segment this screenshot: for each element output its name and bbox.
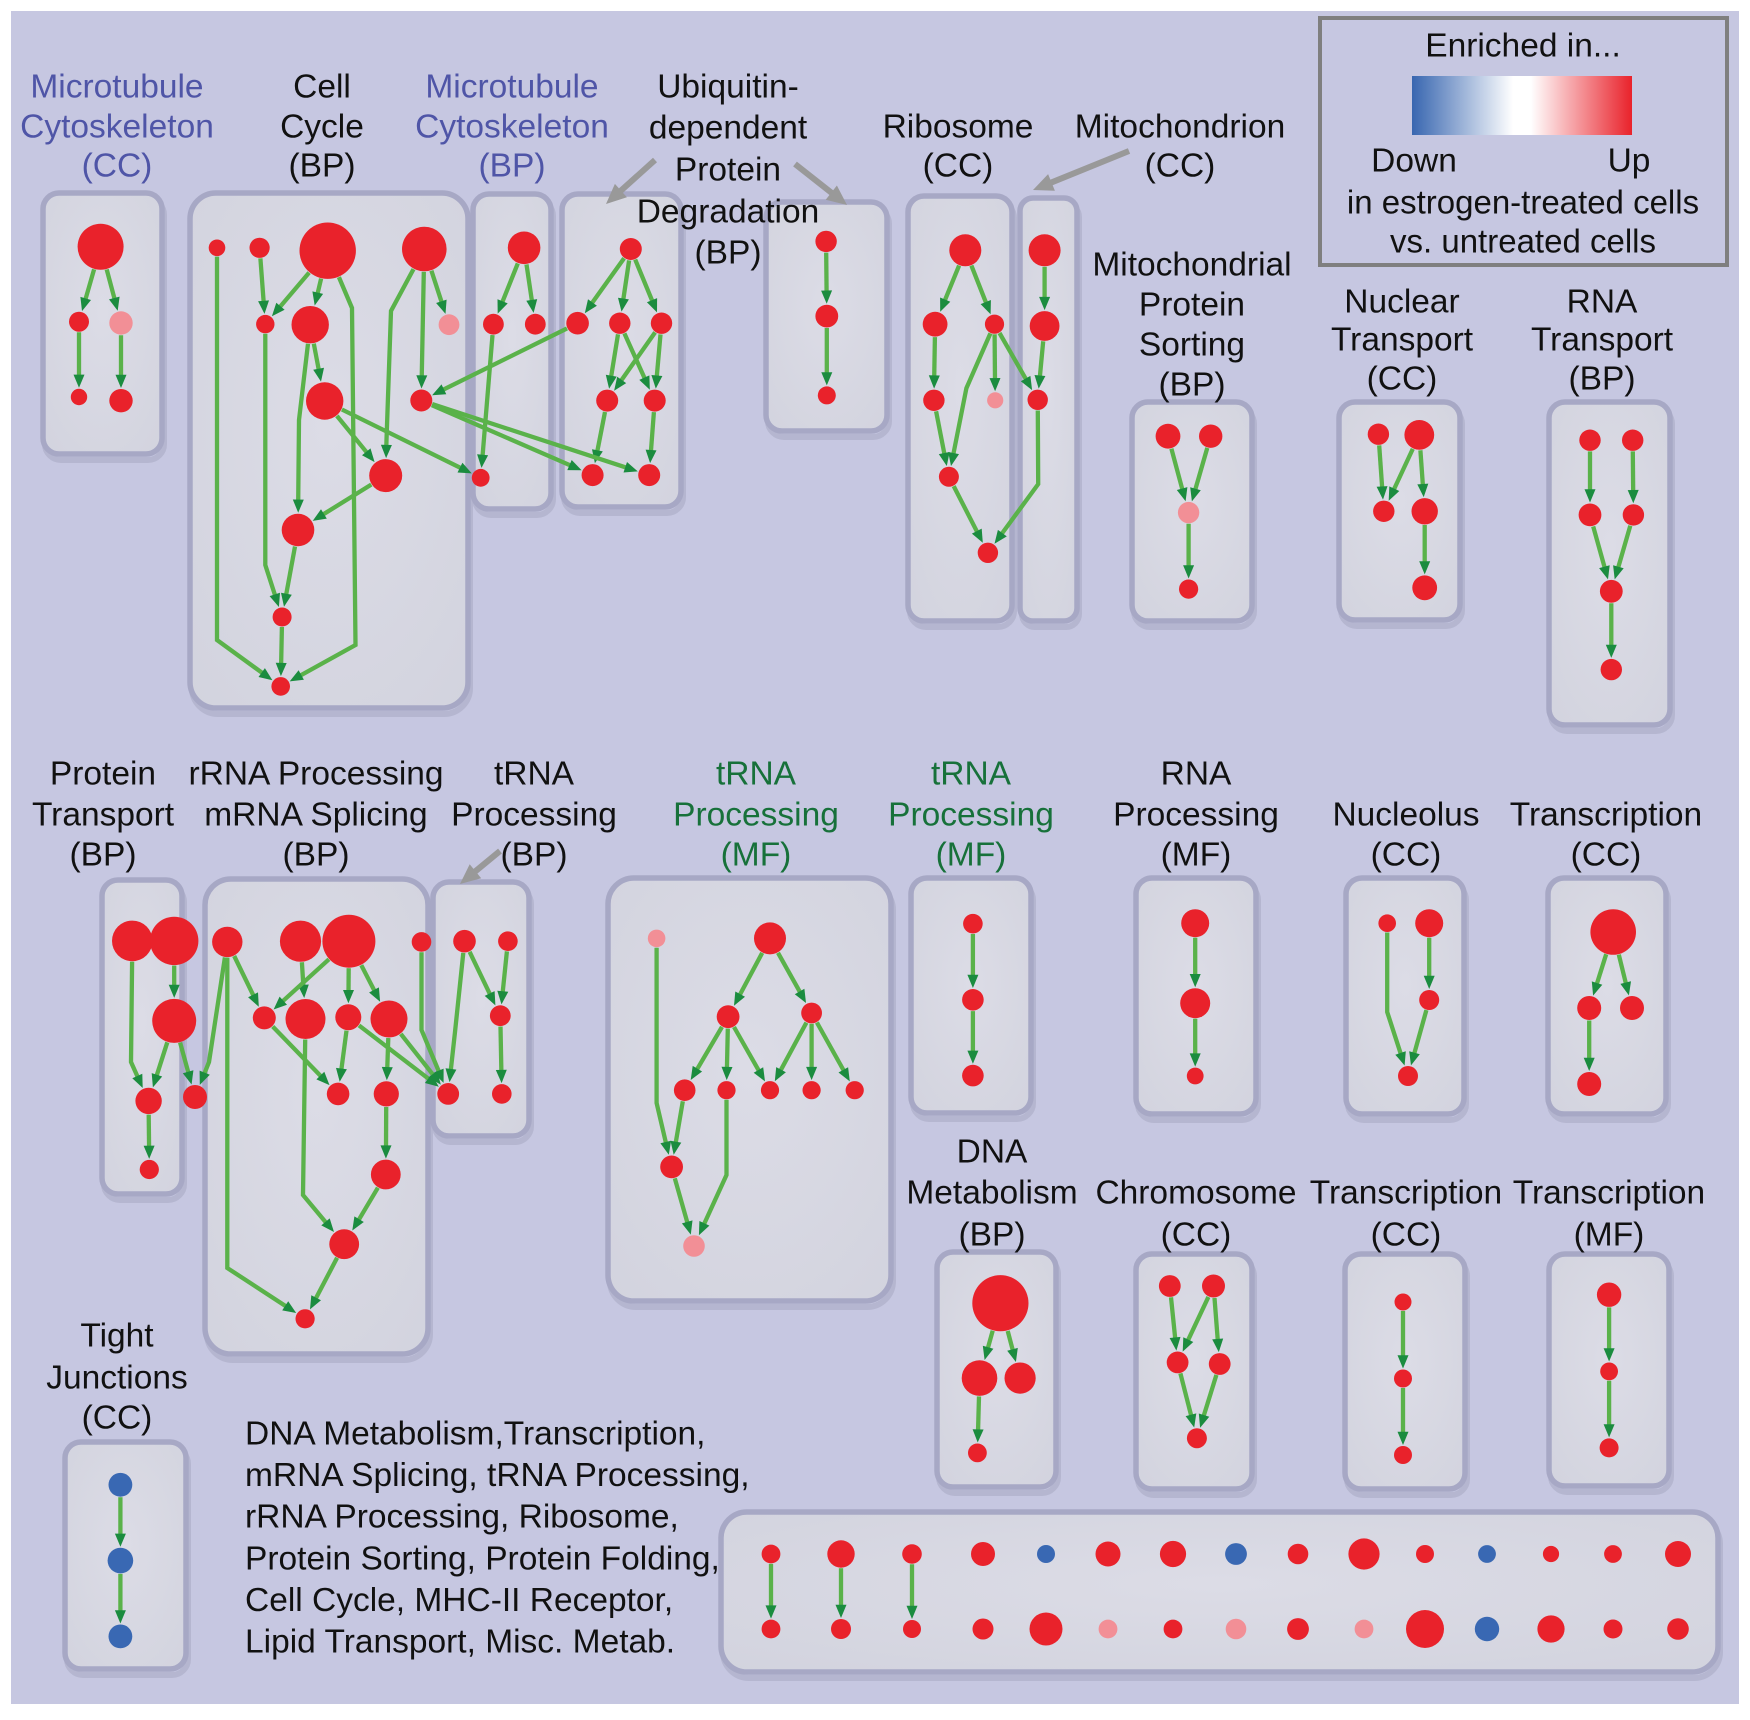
svg-text:RNA: RNA (1567, 284, 1638, 321)
svg-text:(BP): (BP) (695, 235, 762, 272)
svg-text:(CC): (CC) (923, 148, 994, 185)
svg-text:Cytoskeleton: Cytoskeleton (415, 109, 609, 146)
svg-text:(BP): (BP) (959, 1217, 1026, 1254)
svg-text:Metabolism: Metabolism (906, 1175, 1077, 1212)
svg-text:Protein: Protein (50, 756, 156, 793)
svg-text:Transport: Transport (32, 797, 175, 834)
svg-text:DNA: DNA (957, 1134, 1028, 1171)
svg-text:Nuclear: Nuclear (1344, 284, 1459, 321)
svg-text:Cell Cycle, MHC-II Receptor,: Cell Cycle, MHC-II Receptor, (245, 1582, 673, 1619)
svg-text:Protein: Protein (1139, 287, 1245, 324)
svg-text:RNA: RNA (1161, 756, 1232, 793)
svg-text:mRNA Splicing, tRNA Processing: mRNA Splicing, tRNA Processing, (245, 1457, 750, 1494)
svg-text:rRNA Processing, Ribosome,: rRNA Processing, Ribosome, (245, 1499, 679, 1536)
svg-text:(CC): (CC) (82, 1400, 153, 1437)
svg-text:(BP): (BP) (1159, 367, 1226, 404)
svg-text:vs. untreated cells: vs. untreated cells (1390, 223, 1656, 260)
svg-text:Nucleolus: Nucleolus (1332, 797, 1479, 834)
svg-text:(CC): (CC) (1161, 1217, 1232, 1254)
svg-text:(BP): (BP) (70, 837, 137, 874)
svg-text:Tight: Tight (80, 1318, 154, 1355)
svg-text:Protein: Protein (675, 152, 781, 189)
svg-text:Cytoskeleton: Cytoskeleton (20, 109, 214, 146)
svg-text:Transcription: Transcription (1510, 797, 1702, 834)
svg-text:Mitochondrion: Mitochondrion (1075, 109, 1285, 146)
svg-text:rRNA Processing: rRNA Processing (188, 756, 443, 793)
svg-text:dependent: dependent (649, 110, 808, 147)
svg-text:Microtubule: Microtubule (425, 69, 598, 106)
svg-text:(CC): (CC) (82, 148, 153, 185)
svg-text:Transcription: Transcription (1310, 1175, 1502, 1212)
svg-text:DNA Metabolism,Transcription,: DNA Metabolism,Transcription, (245, 1416, 705, 1453)
svg-text:Cell: Cell (293, 69, 351, 106)
svg-text:(CC): (CC) (1145, 148, 1216, 185)
svg-text:(MF): (MF) (1574, 1217, 1645, 1254)
svg-text:(BP): (BP) (1569, 361, 1636, 398)
svg-text:Cycle: Cycle (280, 109, 364, 146)
svg-text:(MF): (MF) (936, 837, 1007, 874)
svg-text:tRNA: tRNA (494, 756, 575, 793)
svg-text:Ribosome: Ribosome (883, 109, 1034, 146)
svg-text:(BP): (BP) (501, 837, 568, 874)
svg-text:Processing: Processing (451, 797, 617, 834)
svg-text:Junctions: Junctions (46, 1360, 188, 1397)
svg-text:(CC): (CC) (1371, 837, 1442, 874)
svg-text:Processing: Processing (673, 797, 839, 834)
svg-text:Processing: Processing (888, 797, 1054, 834)
svg-text:Down: Down (1371, 143, 1457, 180)
svg-text:(BP): (BP) (289, 148, 356, 185)
svg-text:(BP): (BP) (283, 837, 350, 874)
svg-text:(CC): (CC) (1571, 837, 1642, 874)
svg-text:mRNA Splicing: mRNA Splicing (204, 797, 427, 834)
svg-text:tRNA: tRNA (716, 756, 797, 793)
svg-text:Mitochondrial: Mitochondrial (1092, 247, 1291, 284)
svg-text:Transcription: Transcription (1513, 1175, 1705, 1212)
svg-text:Up: Up (1608, 143, 1651, 180)
svg-text:Enriched in...: Enriched in... (1425, 28, 1621, 65)
svg-text:Microtubule: Microtubule (30, 69, 203, 106)
svg-text:Processing: Processing (1113, 797, 1279, 834)
svg-text:Lipid Transport, Misc. Metab.: Lipid Transport, Misc. Metab. (245, 1624, 675, 1661)
svg-text:Protein Sorting, Protein Foldi: Protein Sorting, Protein Folding, (245, 1540, 720, 1577)
svg-text:(BP): (BP) (479, 148, 546, 185)
svg-text:tRNA: tRNA (931, 756, 1012, 793)
svg-text:Sorting: Sorting (1139, 327, 1245, 364)
svg-text:Transport: Transport (1331, 322, 1474, 359)
svg-text:(CC): (CC) (1371, 1217, 1442, 1254)
svg-text:Degradation: Degradation (637, 194, 820, 231)
svg-text:(MF): (MF) (721, 837, 792, 874)
svg-text:Chromosome: Chromosome (1095, 1175, 1296, 1212)
svg-text:in estrogen-treated cells: in estrogen-treated cells (1347, 184, 1699, 221)
svg-text:(MF): (MF) (1161, 837, 1232, 874)
svg-text:Transport: Transport (1531, 322, 1674, 359)
svg-text:Ubiquitin-: Ubiquitin- (657, 69, 799, 106)
svg-text:(CC): (CC) (1367, 361, 1438, 398)
